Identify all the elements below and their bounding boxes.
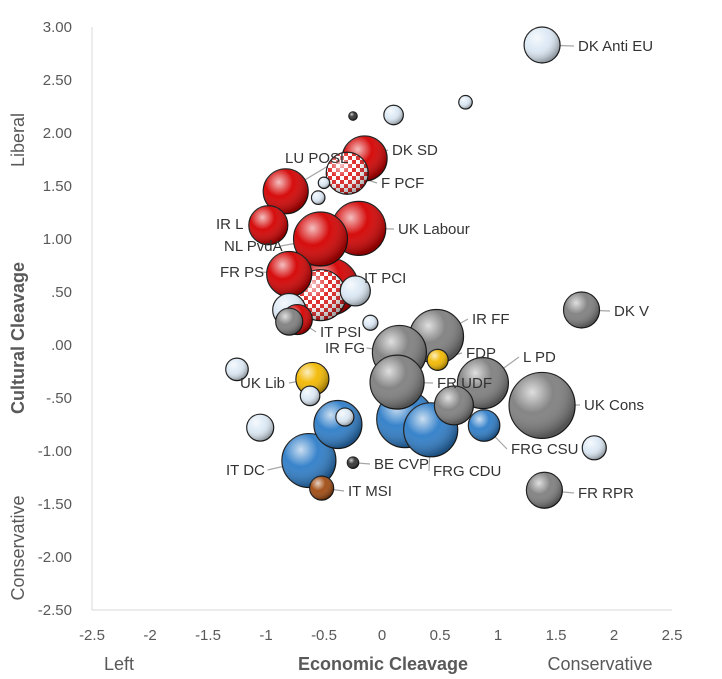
data-bubble-shine	[340, 275, 371, 306]
point-label: FRG CDU	[433, 463, 501, 480]
data-bubble-shine	[526, 472, 563, 509]
x-tick-label: -2.5	[79, 627, 105, 644]
point-label: DK SD	[392, 142, 438, 159]
y-tick-label: 2.50	[43, 72, 72, 89]
data-bubble-shine	[318, 177, 330, 189]
point-label: DK Anti EU	[578, 38, 653, 55]
y-tick-label: .50	[51, 284, 72, 301]
x-axis-title: Economic Cleavage	[298, 654, 468, 674]
y-tick-label: -.50	[46, 390, 72, 407]
data-bubble-shine	[335, 408, 354, 427]
data-bubble-shine	[326, 152, 369, 195]
y-tick-label: -2.00	[38, 549, 72, 566]
data-bubble-shine	[311, 190, 325, 205]
data-bubble-shine	[266, 251, 312, 297]
y-tick-label: .00	[51, 337, 72, 354]
point-label: NL PvdA	[224, 238, 283, 255]
data-bubble-shine	[524, 27, 561, 64]
y-tick-label: 3.00	[43, 19, 72, 36]
x-left-label: Left	[104, 654, 134, 674]
data-bubble-shine	[362, 315, 378, 331]
point-label: FR UDF	[437, 375, 492, 392]
y-axis-title: Cultural Cleavage	[8, 262, 28, 414]
data-bubble-shine	[281, 433, 336, 488]
point-label: IR FG	[325, 340, 365, 357]
y-bottom-label: Conservative	[8, 495, 28, 600]
y-tick-label: 2.00	[43, 125, 72, 142]
data-bubble-shine	[347, 456, 359, 469]
data-bubble-shine	[458, 95, 473, 110]
data-bubble-shine	[300, 386, 320, 406]
data-bubble-shine	[348, 111, 358, 121]
data-bubble-shine	[246, 414, 274, 442]
point-label: UK Lib	[240, 375, 285, 392]
point-labels: DK Anti EU DK SD F PCF LU POSL IR L UK Labour…	[216, 38, 653, 502]
data-bubble-shine	[275, 308, 303, 336]
x-tick-label: 2.5	[662, 627, 683, 644]
x-tick-label: 1	[494, 627, 502, 644]
data-bubble-shine	[468, 409, 500, 442]
data-bubble-shine	[225, 358, 249, 381]
point-label: FDP	[466, 345, 496, 362]
data-bubble-shine	[309, 476, 334, 501]
data-bubble-shine	[383, 105, 404, 125]
point-label: DK V	[614, 303, 649, 320]
data-bubble-shine	[263, 168, 309, 214]
point-label: UK Cons	[584, 397, 644, 414]
y-tick-label: -2.50	[38, 602, 72, 619]
point-label: FR RPR	[578, 485, 634, 502]
point-label: IR L	[216, 216, 244, 233]
y-tick-label: 1.50	[43, 178, 72, 195]
point-label: IT MSI	[348, 483, 392, 500]
x-tick-label: -1	[259, 627, 272, 644]
point-label: LU POSL	[285, 150, 348, 167]
x-right-label: Conservative	[547, 654, 652, 674]
data-bubble-shine	[370, 355, 425, 410]
data-bubble-shine	[563, 292, 600, 329]
point-label: IT PCI	[364, 270, 406, 287]
x-tick-label: -1.5	[195, 627, 221, 644]
x-tick-label: 2	[610, 627, 618, 644]
x-tick-label: -2	[143, 627, 156, 644]
point-label: F PCF	[381, 175, 424, 192]
data-bubble-shine	[313, 400, 362, 449]
point-label: UK Labour	[398, 221, 470, 238]
point-label: BE CVP	[374, 456, 429, 473]
y-top-label: Liberal	[8, 113, 28, 167]
x-tick-label: 0	[378, 627, 386, 644]
point-label: FRG CSU	[511, 441, 579, 458]
data-bubble-shine	[582, 435, 607, 460]
y-tick-label: -1.50	[38, 496, 72, 513]
bubbles	[225, 26, 607, 509]
x-tick-label: 0.5	[430, 627, 451, 644]
point-label: IT DC	[226, 462, 265, 479]
data-bubble-shine	[248, 205, 288, 245]
data-bubble-shine	[509, 372, 576, 439]
data-bubble-shine	[293, 212, 348, 266]
point-label: FR PS	[220, 264, 264, 281]
data-bubble-shine	[434, 385, 474, 425]
y-tick-label: -1.00	[38, 443, 72, 460]
data-bubble-shine	[295, 362, 329, 396]
x-tick-label: -0.5	[311, 627, 337, 644]
point-label: L PD	[523, 349, 556, 366]
axes: -2.5 -2 -1.5 -1 -0.5 0 0.5 1 1.5 2 2.5 3.00 2.50 2.00…	[38, 19, 683, 644]
y-tick-label: 1.00	[43, 231, 72, 248]
x-tick-label: 1.5	[546, 627, 567, 644]
point-label: IR FF	[472, 311, 510, 328]
point-label: IT PSI	[320, 324, 361, 341]
data-bubble-shine	[427, 349, 449, 371]
